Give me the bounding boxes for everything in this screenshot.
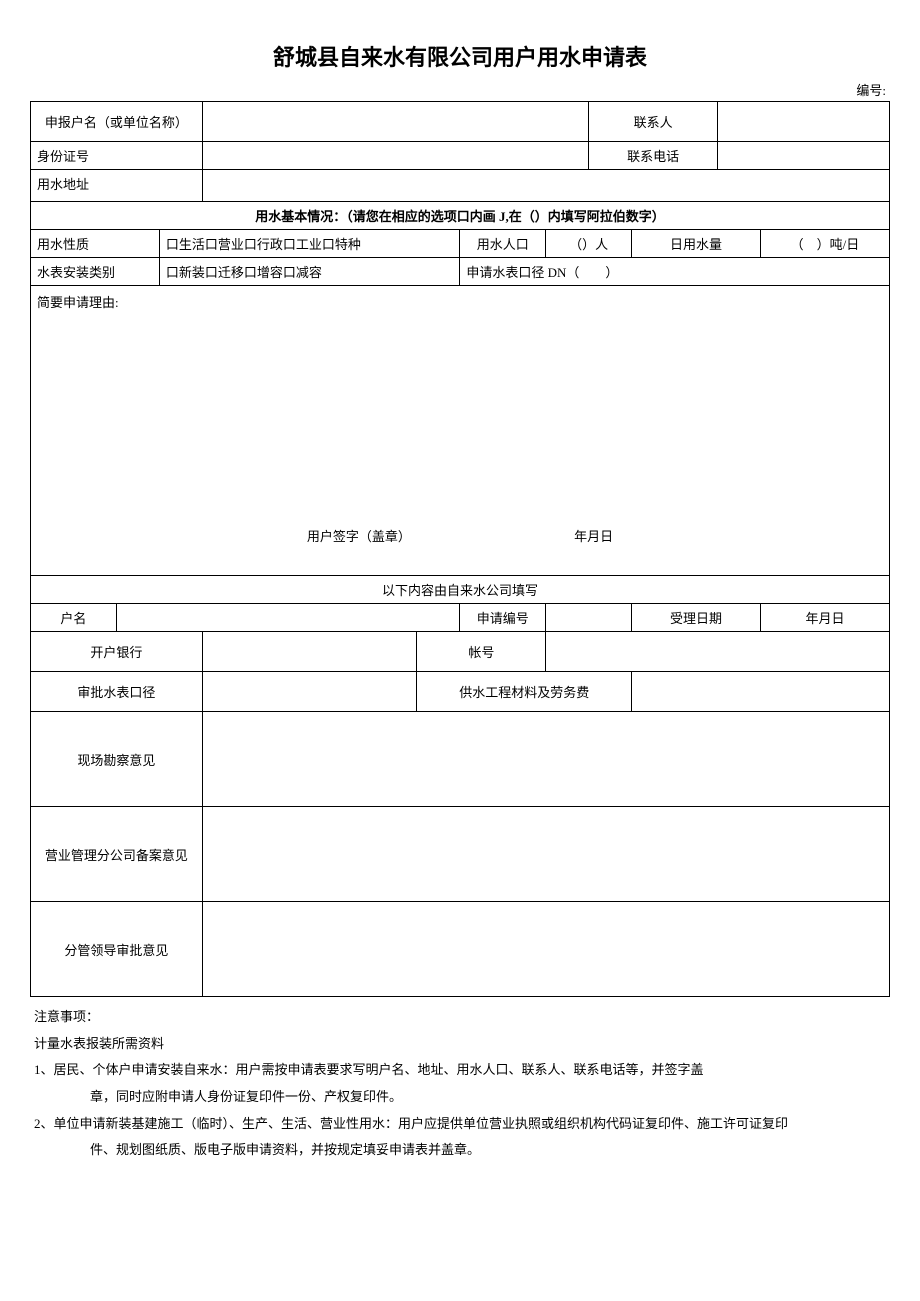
company-section-header: 以下内容由自来水公司填写	[31, 576, 890, 604]
accept-date-field[interactable]: 年月日	[760, 604, 889, 632]
caliber-field[interactable]: 申请水表口径 DN（ ）	[460, 258, 890, 286]
water-nature-label: 用水性质	[31, 230, 160, 258]
reason-label: 简要申请理由:	[37, 292, 119, 311]
account-name-field[interactable]	[116, 604, 460, 632]
notes-item2-line1: 2、单位申请新装基建施工（临时）、生产、生活、营业性用水：用户应提供单位营业执照…	[34, 1112, 886, 1137]
survey-opinion-field[interactable]	[202, 712, 889, 807]
applicant-name-field[interactable]	[202, 102, 588, 142]
user-sign-label: 用户签字（盖章）	[307, 526, 411, 545]
applicant-name-label: 申报户名（或单位名称）	[31, 102, 203, 142]
leader-opinion-label: 分管领导审批意见	[31, 902, 203, 997]
notes-section: 注意事项： 计量水表报装所需资料 1、居民、个体户申请安装自来水：用户需按申请表…	[30, 1005, 890, 1163]
install-type-label: 水表安装类别	[31, 258, 160, 286]
address-field[interactable]	[202, 170, 889, 202]
reason-cell[interactable]: 简要申请理由: 用户签字（盖章） 年月日	[31, 286, 890, 576]
contact-person-label: 联系人	[589, 102, 718, 142]
population-field[interactable]: （）人	[546, 230, 632, 258]
notes-item2-line2: 件、规划图纸质、版电子版申请资料，并按规定填妥申请表并盖章。	[34, 1138, 886, 1163]
survey-opinion-label: 现场勘察意见	[31, 712, 203, 807]
approve-caliber-label: 审批水表口径	[31, 672, 203, 712]
approve-caliber-field[interactable]	[202, 672, 417, 712]
water-nature-options[interactable]: 口生活口营业口行政口工业口特种	[159, 230, 460, 258]
daily-usage-field[interactable]: （ ）吨/日	[760, 230, 889, 258]
sign-date-label: 年月日	[574, 529, 613, 544]
id-number-field[interactable]	[202, 142, 588, 170]
account-name-label: 户名	[31, 604, 117, 632]
phone-label: 联系电话	[589, 142, 718, 170]
contact-person-field[interactable]	[718, 102, 890, 142]
address-label: 用水地址	[31, 170, 203, 202]
serial-number-label: 编号:	[30, 80, 890, 99]
record-opinion-field[interactable]	[202, 807, 889, 902]
record-opinion-label: 营业管理分公司备案意见	[31, 807, 203, 902]
application-form-table: 申报户名（或单位名称） 联系人 身份证号 联系电话 用水地址 用水基本情况：（请…	[30, 101, 890, 997]
notes-sub-header: 计量水表报装所需资料	[34, 1032, 886, 1057]
phone-field[interactable]	[718, 142, 890, 170]
daily-usage-label: 日用水量	[632, 230, 761, 258]
app-number-label: 申请编号	[460, 604, 546, 632]
notes-item1-line2: 章，同时应附申请人身份证复印件一份、产权复印件。	[34, 1085, 886, 1110]
basic-info-header: 用水基本情况：（请您在相应的选项口内画 J,在（）内填写阿拉伯数字）	[31, 202, 890, 230]
notes-header: 注意事项：	[34, 1005, 886, 1030]
app-number-field[interactable]	[546, 604, 632, 632]
install-type-options[interactable]: 口新装口迁移口增容口减容	[159, 258, 460, 286]
leader-opinion-field[interactable]	[202, 902, 889, 997]
notes-item1-line1: 1、居民、个体户申请安装自来水：用户需按申请表要求写明户名、地址、用水人口、联系…	[34, 1058, 886, 1083]
signature-line: 用户签字（盖章） 年月日	[31, 526, 889, 545]
fee-field[interactable]	[632, 672, 890, 712]
bank-account-field[interactable]	[546, 632, 890, 672]
population-label: 用水人口	[460, 230, 546, 258]
bank-account-label: 帐号	[417, 632, 546, 672]
bank-field[interactable]	[202, 632, 417, 672]
id-number-label: 身份证号	[31, 142, 203, 170]
accept-date-label: 受理日期	[632, 604, 761, 632]
fee-label: 供水工程材料及劳务费	[417, 672, 632, 712]
form-title: 舒城县自来水有限公司用户用水申请表	[30, 40, 890, 72]
bank-label: 开户银行	[31, 632, 203, 672]
